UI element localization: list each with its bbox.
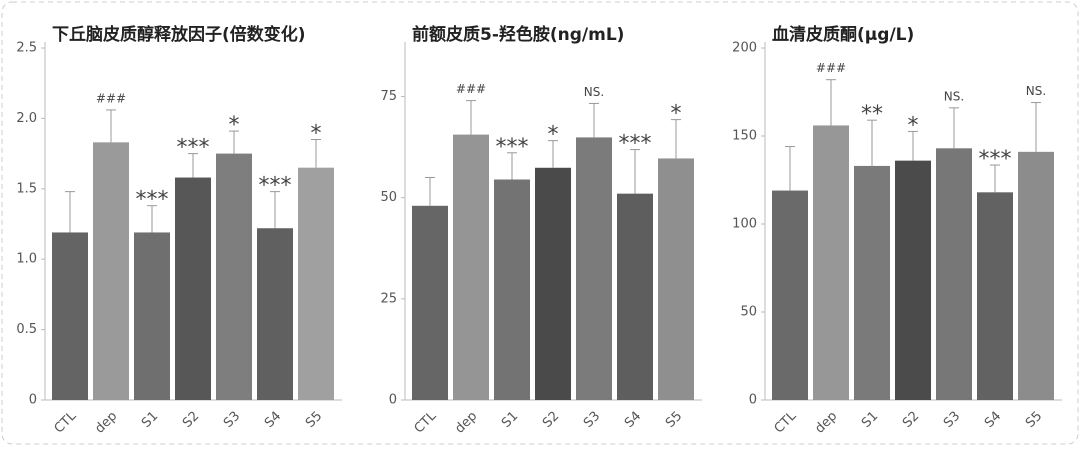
- significance-label: ###: [816, 61, 846, 75]
- bar: [576, 137, 612, 401]
- y-tick-label: 1.0: [16, 252, 37, 267]
- significance-label: *: [229, 113, 240, 138]
- bar: [93, 142, 129, 400]
- bar: [494, 179, 530, 400]
- y-tick-label: 75: [380, 89, 397, 104]
- bar: [412, 205, 448, 400]
- bar: [658, 158, 694, 400]
- chart-title: 血清皮质酮(μg/L): [772, 24, 914, 45]
- y-tick-label: 0: [749, 393, 757, 408]
- chart-title: 前额皮质5-羟色胺(ng/mL): [412, 24, 624, 45]
- y-tick-label: 50: [380, 190, 397, 205]
- y-tick-label: 0: [389, 393, 397, 408]
- significance-label: ###: [96, 91, 126, 105]
- significance-label: ***: [177, 136, 210, 161]
- significance-label: *: [548, 123, 559, 148]
- bar: [257, 228, 293, 400]
- significance-label: NS.: [584, 85, 604, 99]
- bar: [895, 160, 931, 400]
- y-tick-label: 0: [29, 393, 37, 408]
- significance-label: ***: [979, 147, 1012, 172]
- y-tick-label: 25: [380, 291, 397, 306]
- y-tick-label: 200: [732, 41, 757, 56]
- bar: [854, 165, 890, 400]
- significance-label: ***: [259, 174, 292, 199]
- significance-label: *: [311, 122, 322, 147]
- bar: [813, 125, 849, 400]
- significance-label: ***: [136, 188, 169, 213]
- y-tick-label: 2.0: [16, 111, 37, 126]
- chart-title: 下丘脑皮质醇释放因子(倍数变化): [52, 24, 306, 45]
- significance-label: **: [861, 102, 883, 127]
- y-tick-label: 2.5: [16, 41, 37, 56]
- bar: [216, 153, 252, 400]
- bar: [134, 232, 170, 400]
- bar: [535, 167, 571, 400]
- significance-label: *: [908, 113, 919, 138]
- y-tick-label: 0.5: [16, 322, 37, 337]
- significance-label: ***: [496, 135, 529, 160]
- y-tick-label: 150: [732, 129, 757, 144]
- y-tick-label: 1.5: [16, 181, 37, 196]
- significance-label: ###: [456, 82, 486, 96]
- bar: [936, 148, 972, 400]
- y-tick-label: 100: [732, 217, 757, 232]
- bar: [772, 190, 808, 400]
- bar: [617, 193, 653, 400]
- significance-label: NS.: [1026, 84, 1046, 98]
- significance-label: *: [671, 102, 682, 127]
- bar: [977, 192, 1013, 400]
- bar: [175, 177, 211, 400]
- bar: [52, 232, 88, 400]
- y-tick-label: 50: [740, 305, 757, 320]
- significance-label: NS.: [944, 89, 964, 103]
- bar: [453, 134, 489, 400]
- significance-label: ***: [619, 132, 652, 157]
- bar: [298, 167, 334, 400]
- bar: [1018, 151, 1054, 400]
